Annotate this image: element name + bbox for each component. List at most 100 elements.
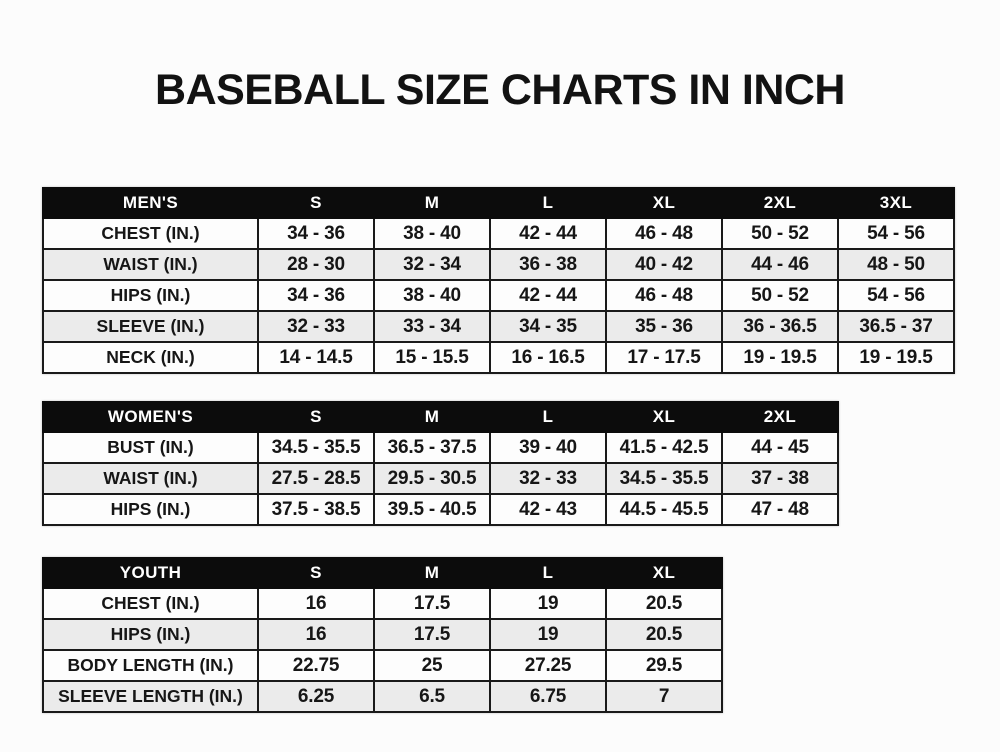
mens-size-value-cell: 36.5 - 37 <box>837 310 955 343</box>
mens-size-value-cell: 38 - 40 <box>373 217 491 250</box>
mens-size-value-cell: 16 - 16.5 <box>489 341 607 374</box>
mens-size-value-cell: 42 - 44 <box>489 279 607 312</box>
mens-size-header: XL <box>605 187 723 219</box>
mens-size-value-cell: 48 - 50 <box>837 248 955 281</box>
youth-table-row: HIPS (IN.) 16 17.5 19 20.5 <box>42 618 723 651</box>
mens-size-value-cell: 34 - 36 <box>257 217 375 250</box>
mens-size-value-cell: 50 - 52 <box>721 279 839 312</box>
womens-measurement-label: HIPS (IN.) <box>42 493 259 526</box>
womens-size-value-cell: 34.5 - 35.5 <box>605 462 723 495</box>
mens-measurement-label: WAIST (IN.) <box>42 248 259 281</box>
mens-size-value-cell: 46 - 48 <box>605 217 723 250</box>
mens-size-value-cell: 34 - 35 <box>489 310 607 343</box>
womens-size-value-cell: 41.5 - 42.5 <box>605 431 723 464</box>
womens-size-value-cell: 32 - 33 <box>489 462 607 495</box>
mens-size-header: S <box>257 187 375 219</box>
womens-size-value-cell: 36.5 - 37.5 <box>373 431 491 464</box>
mens-size-value-cell: 28 - 30 <box>257 248 375 281</box>
youth-size-value-cell: 20.5 <box>605 618 723 651</box>
womens-size-value-cell: 44.5 - 45.5 <box>605 493 723 526</box>
womens-measurement-label: BUST (IN.) <box>42 431 259 464</box>
mens-size-value-cell: 40 - 42 <box>605 248 723 281</box>
womens-size-header: M <box>373 401 491 433</box>
womens-size-value-cell: 34.5 - 35.5 <box>257 431 375 464</box>
womens-size-value-cell: 27.5 - 28.5 <box>257 462 375 495</box>
youth-size-value-cell: 25 <box>373 649 491 682</box>
mens-size-value-cell: 19 - 19.5 <box>721 341 839 374</box>
mens-group-title: MEN'S <box>42 187 259 219</box>
youth-group-title: YOUTH <box>42 557 259 589</box>
youth-header-row: YOUTH S M L XL <box>42 557 723 589</box>
womens-size-value-cell: 37 - 38 <box>721 462 839 495</box>
womens-size-value-cell: 29.5 - 30.5 <box>373 462 491 495</box>
mens-table-row: HIPS (IN.) 34 - 36 38 - 40 42 - 44 46 - 48 50… <box>42 279 955 312</box>
youth-size-value-cell: 17.5 <box>373 618 491 651</box>
mens-size-value-cell: 36 - 36.5 <box>721 310 839 343</box>
youth-size-value-cell: 6.25 <box>257 680 375 713</box>
youth-size-table: YOUTH S M L XL CHEST (IN.) 16 17.5 19 20.5 HIPS (I… <box>42 557 723 713</box>
youth-size-value-cell: 17.5 <box>373 587 491 620</box>
womens-size-table: WOMEN'S S M L XL 2XL BUST (IN.) 34.5 - 35.5 36.5… <box>42 401 839 526</box>
mens-size-value-cell: 44 - 46 <box>721 248 839 281</box>
mens-size-value-cell: 35 - 36 <box>605 310 723 343</box>
youth-table-row: SLEEVE LENGTH (IN.) 6.25 6.5 6.75 7 <box>42 680 723 713</box>
mens-size-value-cell: 32 - 34 <box>373 248 491 281</box>
mens-size-header: M <box>373 187 491 219</box>
mens-size-value-cell: 14 - 14.5 <box>257 341 375 374</box>
mens-measurement-label: NECK (IN.) <box>42 341 259 374</box>
womens-table-row: WAIST (IN.) 27.5 - 28.5 29.5 - 30.5 32 - 33… <box>42 462 839 495</box>
womens-size-value-cell: 42 - 43 <box>489 493 607 526</box>
womens-table-row: BUST (IN.) 34.5 - 35.5 36.5 - 37.5 39 - 40 4… <box>42 431 839 464</box>
mens-size-value-cell: 38 - 40 <box>373 279 491 312</box>
mens-header-row: MEN'S S M L XL 2XL 3XL <box>42 187 955 219</box>
mens-size-value-cell: 17 - 17.5 <box>605 341 723 374</box>
youth-size-header: XL <box>605 557 723 589</box>
mens-table-row: SLEEVE (IN.) 32 - 33 33 - 34 34 - 35 35 - 36… <box>42 310 955 343</box>
womens-size-value-cell: 39 - 40 <box>489 431 607 464</box>
youth-table-row: BODY LENGTH (IN.) 22.75 25 27.25 29.5 <box>42 649 723 682</box>
youth-size-value-cell: 19 <box>489 618 607 651</box>
mens-measurement-label: SLEEVE (IN.) <box>42 310 259 343</box>
mens-size-value-cell: 34 - 36 <box>257 279 375 312</box>
youth-size-value-cell: 16 <box>257 587 375 620</box>
size-chart-document: BASEBALL SIZE CHARTS IN INCH MEN'S S M L XL 2… <box>0 66 1000 752</box>
mens-size-value-cell: 54 - 56 <box>837 279 955 312</box>
youth-size-header: M <box>373 557 491 589</box>
mens-measurement-label: CHEST (IN.) <box>42 217 259 250</box>
mens-size-value-cell: 33 - 34 <box>373 310 491 343</box>
womens-measurement-label: WAIST (IN.) <box>42 462 259 495</box>
womens-size-header: S <box>257 401 375 433</box>
womens-size-table-section: WOMEN'S S M L XL 2XL BUST (IN.) 34.5 - 35.5 36.5… <box>42 401 1000 526</box>
womens-group-title: WOMEN'S <box>42 401 259 433</box>
womens-size-header: XL <box>605 401 723 433</box>
mens-size-value-cell: 54 - 56 <box>837 217 955 250</box>
womens-header-row: WOMEN'S S M L XL 2XL <box>42 401 839 433</box>
youth-size-value-cell: 6.5 <box>373 680 491 713</box>
youth-size-value-cell: 19 <box>489 587 607 620</box>
youth-size-table-section: YOUTH S M L XL CHEST (IN.) 16 17.5 19 20.5 HIPS (I… <box>42 557 1000 713</box>
youth-measurement-label: SLEEVE LENGTH (IN.) <box>42 680 259 713</box>
mens-size-value-cell: 50 - 52 <box>721 217 839 250</box>
youth-size-value-cell: 27.25 <box>489 649 607 682</box>
womens-size-value-cell: 39.5 - 40.5 <box>373 493 491 526</box>
youth-size-value-cell: 20.5 <box>605 587 723 620</box>
youth-size-value-cell: 22.75 <box>257 649 375 682</box>
womens-size-value-cell: 37.5 - 38.5 <box>257 493 375 526</box>
youth-size-value-cell: 29.5 <box>605 649 723 682</box>
youth-size-value-cell: 7 <box>605 680 723 713</box>
womens-table-row: HIPS (IN.) 37.5 - 38.5 39.5 - 40.5 42 - 43 4… <box>42 493 839 526</box>
mens-size-value-cell: 36 - 38 <box>489 248 607 281</box>
womens-size-value-cell: 44 - 45 <box>721 431 839 464</box>
page-title: BASEBALL SIZE CHARTS IN INCH <box>155 66 845 114</box>
youth-table-row: CHEST (IN.) 16 17.5 19 20.5 <box>42 587 723 620</box>
mens-size-value-cell: 19 - 19.5 <box>837 341 955 374</box>
mens-size-table: MEN'S S M L XL 2XL 3XL CHEST (IN.) 34 - 36 38 - 4… <box>42 187 955 374</box>
womens-size-value-cell: 47 - 48 <box>721 493 839 526</box>
mens-size-header: L <box>489 187 607 219</box>
mens-size-header: 2XL <box>721 187 839 219</box>
youth-size-header: L <box>489 557 607 589</box>
youth-measurement-label: BODY LENGTH (IN.) <box>42 649 259 682</box>
mens-size-table-section: MEN'S S M L XL 2XL 3XL CHEST (IN.) 34 - 36 38 - 4… <box>42 187 1000 374</box>
womens-size-header: L <box>489 401 607 433</box>
youth-size-value-cell: 6.75 <box>489 680 607 713</box>
